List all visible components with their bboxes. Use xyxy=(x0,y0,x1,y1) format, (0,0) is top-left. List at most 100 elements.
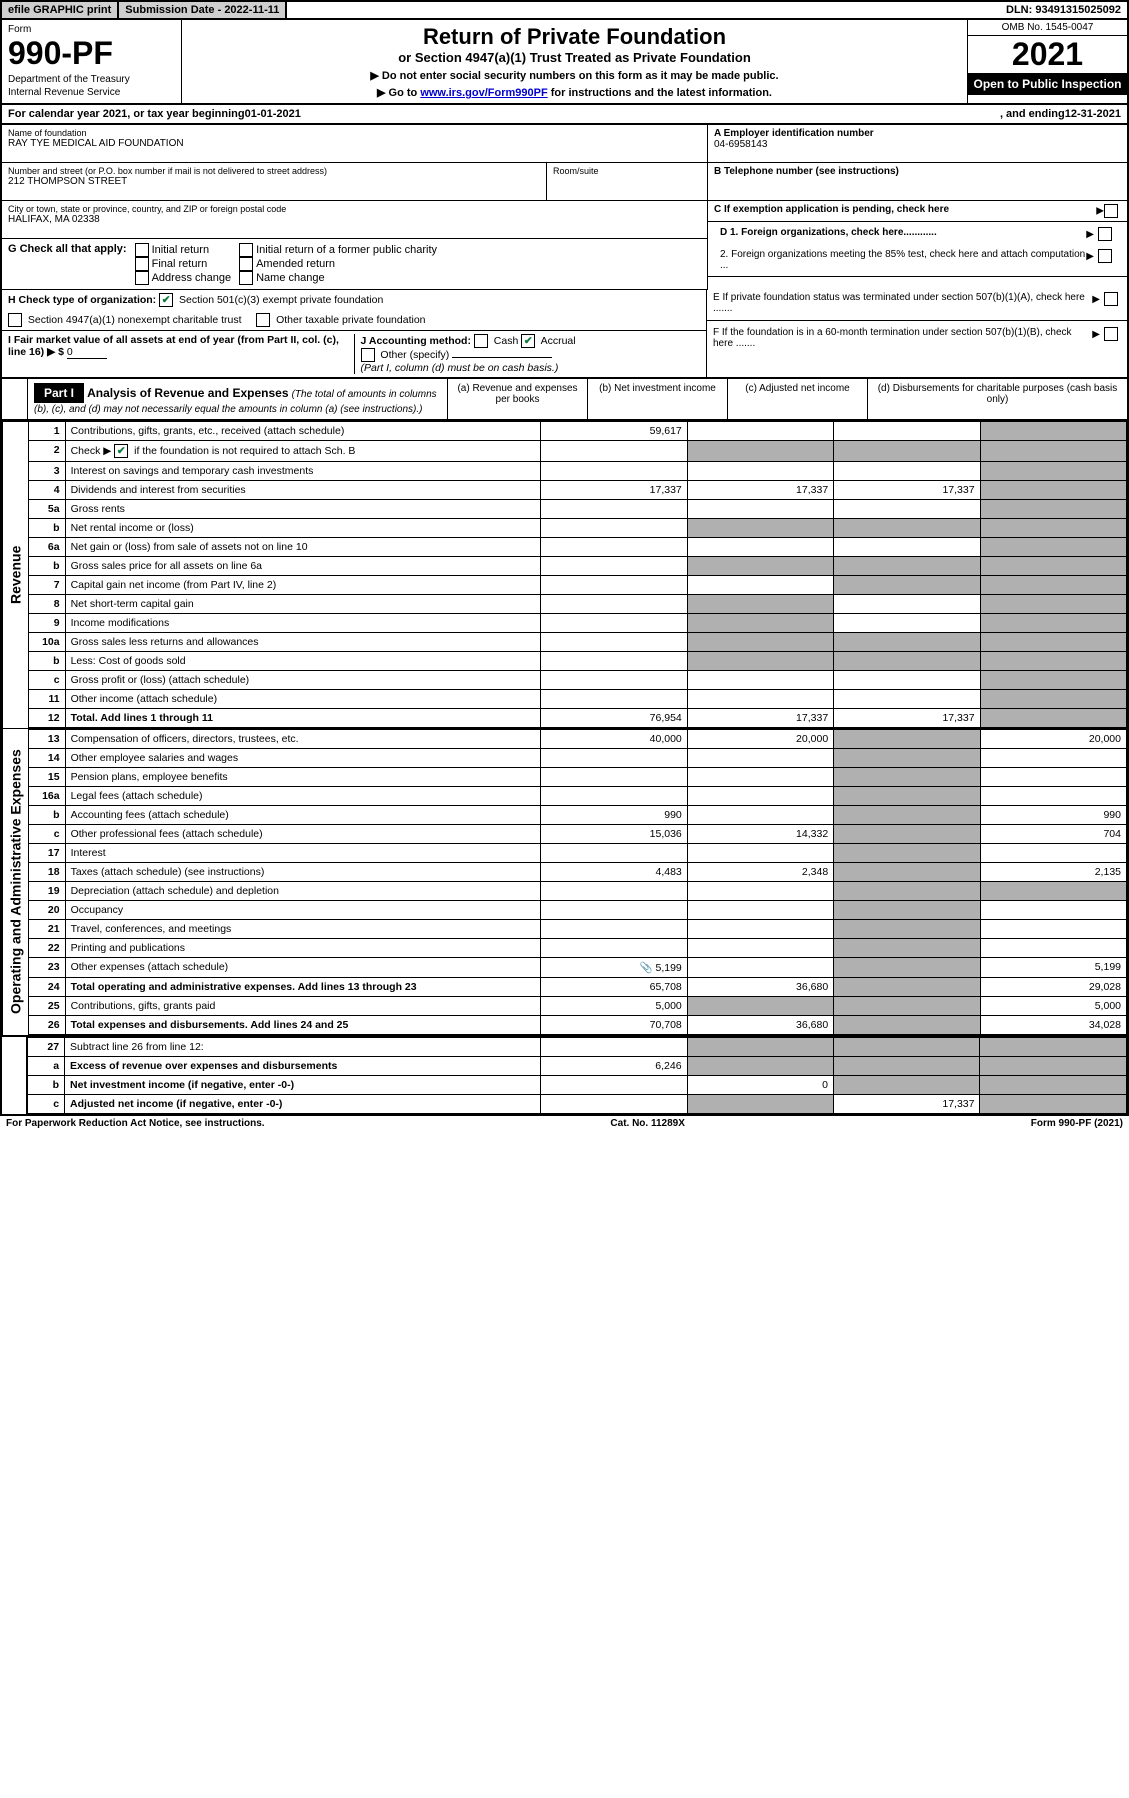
col-b-val xyxy=(687,576,833,595)
ein-cell: A Employer identification number 04-6958… xyxy=(708,125,1127,163)
g-lead: G Check all that apply: xyxy=(8,243,127,255)
other-method-checkbox[interactable] xyxy=(361,348,375,362)
ein-label: A Employer identification number xyxy=(714,128,1121,139)
row-desc: Other employee salaries and wages xyxy=(65,749,541,768)
col-a-val: 65,708 xyxy=(541,978,687,997)
row-desc: Compensation of officers, directors, tru… xyxy=(65,730,541,749)
f-checkbox[interactable] xyxy=(1104,327,1118,341)
col-a-val: 40,000 xyxy=(541,730,687,749)
col-b-val xyxy=(687,1038,833,1057)
table-row: 18Taxes (attach schedule) (see instructi… xyxy=(29,863,1127,882)
col-a-val xyxy=(541,749,687,768)
col-b-val: 36,680 xyxy=(687,978,833,997)
col-b-val xyxy=(687,462,833,481)
amended-return-checkbox[interactable] xyxy=(239,257,253,271)
table-row: 17Interest xyxy=(29,844,1127,863)
col-c-val xyxy=(834,595,980,614)
row-desc: Interest xyxy=(65,844,541,863)
tax-year: 2021 xyxy=(968,36,1127,73)
cash-checkbox[interactable] xyxy=(474,334,488,348)
col-c-val xyxy=(834,958,980,978)
col-b-val xyxy=(687,519,833,538)
final-return-checkbox[interactable] xyxy=(135,257,149,271)
schb-checkbox[interactable]: ✔ xyxy=(114,444,128,458)
efile-badge[interactable]: efile GRAPHIC print xyxy=(2,2,119,18)
row-num: c xyxy=(29,671,66,690)
col-d-val: 5,000 xyxy=(980,997,1126,1016)
col-b-val: 14,332 xyxy=(687,825,833,844)
accrual-checkbox[interactable]: ✔ xyxy=(521,334,535,348)
pending-checkbox[interactable] xyxy=(1104,204,1118,218)
revenue-side-label: Revenue xyxy=(2,421,28,728)
row-num: c xyxy=(28,1095,65,1114)
arrow-icon: ▶ xyxy=(1096,206,1104,217)
row-desc: Total expenses and disbursements. Add li… xyxy=(65,1016,541,1035)
col-b-val xyxy=(687,500,833,519)
col-a-header: (a) Revenue and expenses per books xyxy=(448,379,588,419)
row-desc: Total. Add lines 1 through 11 xyxy=(65,709,541,728)
row-desc: Contributions, gifts, grants paid xyxy=(65,997,541,1016)
line27-gutter xyxy=(2,1037,27,1114)
row-num: 23 xyxy=(29,958,66,978)
row-num: 7 xyxy=(29,576,66,595)
col-a-val: 59,617 xyxy=(541,422,687,441)
d1-checkbox[interactable] xyxy=(1098,227,1112,241)
name-change-checkbox[interactable] xyxy=(239,271,253,285)
row-desc: Net short-term capital gain xyxy=(65,595,541,614)
col-a-val: 4,483 xyxy=(541,863,687,882)
i-cell: I Fair market value of all assets at end… xyxy=(8,334,355,374)
addr-row: Number and street (or P.O. box number if… xyxy=(2,163,707,201)
h-other-checkbox[interactable] xyxy=(256,313,270,327)
d2-checkbox[interactable] xyxy=(1098,249,1112,263)
col-d-val: 29,028 xyxy=(980,978,1126,997)
initial-public-checkbox[interactable] xyxy=(239,243,253,257)
col-d-val xyxy=(980,787,1126,806)
d1-label: D 1. Foreign organizations, check here..… xyxy=(720,227,937,238)
form990pf-link[interactable]: www.irs.gov/Form990PF xyxy=(420,87,547,99)
table-row: 15Pension plans, employee benefits xyxy=(29,768,1127,787)
col-a-val xyxy=(541,768,687,787)
header-mid: Return of Private Foundation or Section … xyxy=(182,20,967,103)
table-row: 27Subtract line 26 from line 12: xyxy=(28,1038,1127,1057)
col-d-val xyxy=(980,538,1126,557)
h-4947-checkbox[interactable] xyxy=(8,313,22,327)
col-c-val xyxy=(834,768,980,787)
ij-row: I Fair market value of all assets at end… xyxy=(2,330,706,377)
col-b-val xyxy=(687,768,833,787)
d2-label: 2. Foreign organizations meeting the 85%… xyxy=(720,249,1086,271)
instr-post: for instructions and the latest informat… xyxy=(551,87,772,99)
col-b-header: (b) Net investment income xyxy=(588,379,728,419)
initial-return-checkbox[interactable] xyxy=(135,243,149,257)
col-d-val xyxy=(980,749,1126,768)
col-a-val: 76,954 xyxy=(541,709,687,728)
row-desc: Gross rents xyxy=(65,500,541,519)
part1-gutter xyxy=(2,379,28,419)
col-d-val xyxy=(980,1095,1127,1114)
row-num: 6a xyxy=(29,538,66,557)
h-501c3-checkbox[interactable]: ✔ xyxy=(159,293,173,307)
attachment-icon[interactable]: 📎 xyxy=(640,962,653,974)
col-d-val xyxy=(980,481,1126,500)
col-b-val xyxy=(687,749,833,768)
col-b-val xyxy=(687,1057,833,1076)
table-row: 16aLegal fees (attach schedule) xyxy=(29,787,1127,806)
cal-mid: , and ending xyxy=(1000,108,1065,120)
address-change-checkbox[interactable] xyxy=(135,271,149,285)
row-desc: Other income (attach schedule) xyxy=(65,690,541,709)
col-d-val xyxy=(980,519,1126,538)
row-desc: Gross sales price for all assets on line… xyxy=(65,557,541,576)
e-checkbox[interactable] xyxy=(1104,292,1118,306)
col-b-val xyxy=(687,614,833,633)
col-c-val xyxy=(834,1057,980,1076)
h-lead: H Check type of organization: xyxy=(8,294,156,306)
col-c-val xyxy=(834,671,980,690)
header-left: Form 990-PF Department of the Treasury I… xyxy=(2,20,182,103)
city-cell: City or town, state or province, country… xyxy=(2,201,707,239)
cal-spacer xyxy=(301,108,1000,120)
form-subtitle: or Section 4947(a)(1) Trust Treated as P… xyxy=(188,50,961,65)
col-a-val: 6,246 xyxy=(541,1057,687,1076)
row-num: 2 xyxy=(29,441,66,462)
col-c-val xyxy=(834,997,980,1016)
row-num: 12 xyxy=(29,709,66,728)
open-public-badge: Open to Public Inspection xyxy=(968,73,1127,95)
